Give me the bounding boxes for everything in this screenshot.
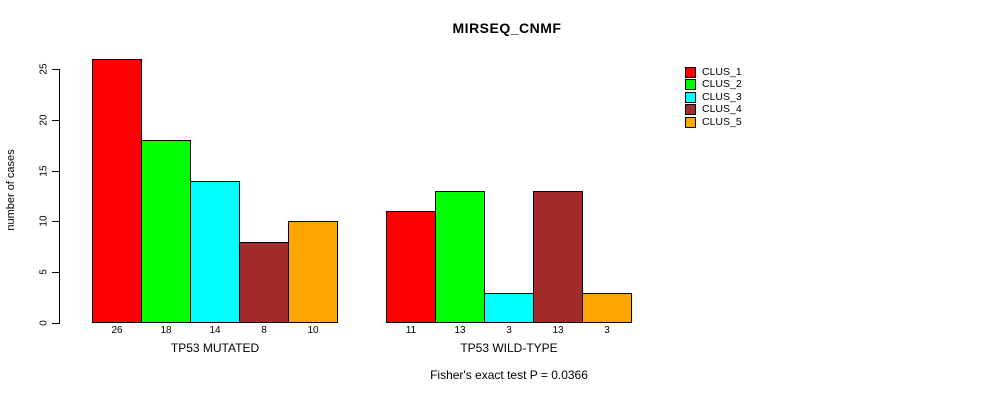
legend-swatch-clus_1 — [685, 67, 696, 78]
bar-clus_2-group1 — [141, 140, 191, 323]
bar-clus_4-group2 — [533, 191, 583, 323]
bar-clus_2-group2 — [435, 191, 485, 323]
y-tick-label: 20 — [38, 114, 50, 126]
legend-swatch-clus_4 — [685, 104, 696, 115]
legend-swatch-clus_3 — [685, 92, 696, 103]
bar-clus_4-group1 — [239, 242, 289, 323]
y-tick-mark — [52, 120, 59, 121]
fisher-exact-test-annotation: Fisher's exact test P = 0.0366 — [430, 368, 588, 382]
bar-value-label: 3 — [604, 325, 610, 336]
y-tick-label: 5 — [38, 269, 50, 275]
y-axis-label: number of cases — [5, 149, 17, 231]
legend-swatch-clus_2 — [685, 79, 696, 90]
y-tick-mark — [52, 221, 59, 222]
legend-label-clus_3: CLUS_3 — [702, 91, 742, 103]
y-axis-line — [59, 69, 60, 324]
bar-clus_1-group1 — [92, 59, 142, 323]
y-tick-label: 0 — [38, 320, 50, 326]
bar-value-label: 18 — [160, 325, 172, 336]
chart-title: MIRSEQ_CNMF — [452, 20, 562, 36]
bar-clus_5-group1 — [288, 221, 338, 323]
bar-value-label: 8 — [261, 325, 267, 336]
bar-value-label: 13 — [552, 325, 564, 336]
legend-label-clus_2: CLUS_2 — [702, 78, 742, 90]
bar-value-label: 14 — [209, 325, 221, 336]
y-tick-mark — [52, 69, 59, 70]
bar-clus_5-group2 — [582, 293, 632, 323]
legend-swatch-clus_5 — [685, 117, 696, 128]
legend-label-clus_1: CLUS_1 — [702, 66, 742, 78]
group-label-tp53-mutated: TP53 MUTATED — [170, 341, 260, 355]
y-tick-mark — [52, 323, 59, 324]
bar-value-label: 26 — [111, 325, 123, 336]
y-tick-label: 10 — [38, 215, 50, 227]
bar-clus_3-group1 — [190, 181, 240, 323]
y-tick-label: 25 — [38, 63, 50, 75]
bar-clus_1-group2 — [386, 211, 436, 323]
bar-value-label: 13 — [454, 325, 466, 336]
bar-value-label: 3 — [506, 325, 512, 336]
legend-label-clus_5: CLUS_5 — [702, 116, 742, 128]
y-tick-label: 15 — [38, 165, 50, 177]
group-label-tp53-wild-type: TP53 WILD-TYPE — [460, 341, 558, 355]
bar-value-label: 11 — [405, 325, 417, 336]
bar-value-label: 10 — [307, 325, 319, 336]
legend-label-clus_4: CLUS_4 — [702, 103, 742, 115]
y-tick-mark — [52, 272, 59, 273]
bar-clus_3-group2 — [484, 293, 534, 323]
y-tick-mark — [52, 171, 59, 172]
